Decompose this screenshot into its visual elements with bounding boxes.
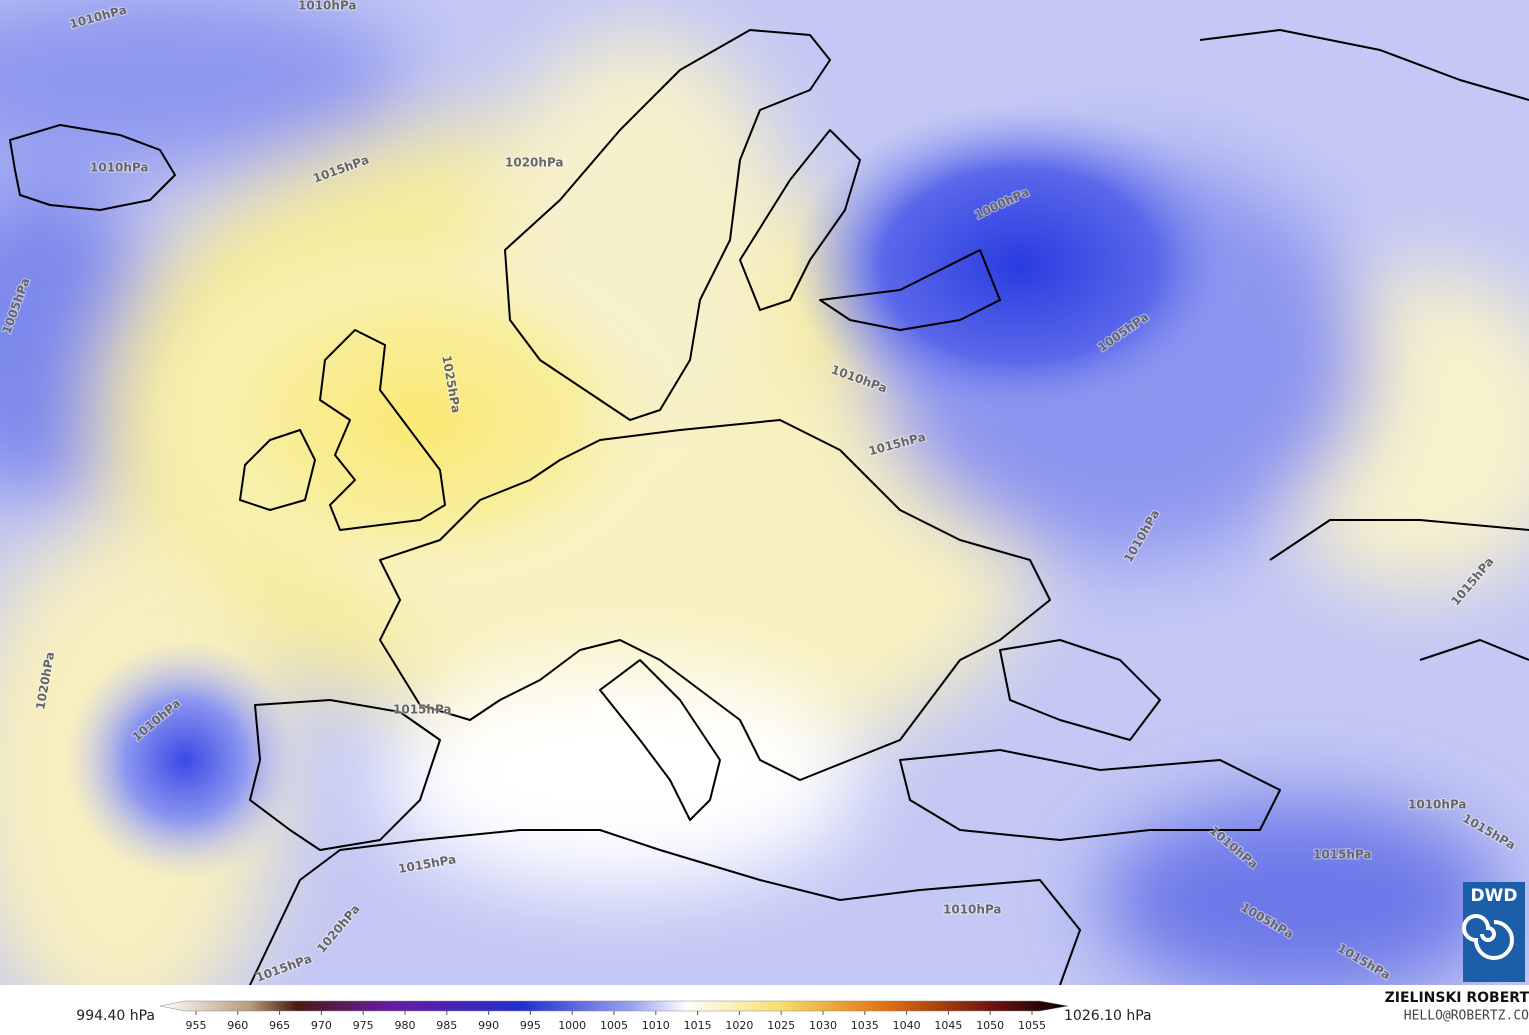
colorbar-tick-label: 1050: [976, 1019, 1004, 1032]
colorbar: [159, 1000, 1069, 1012]
colorbar-tick-label: 1045: [934, 1019, 962, 1032]
high-pressure: [140, 230, 700, 610]
isobar-label: 1010hPa: [298, 0, 357, 13]
colorbar-tick-label: 1000: [558, 1019, 586, 1032]
low-pressure: [790, 105, 1250, 425]
colorbar-tick-label: 995: [520, 1019, 541, 1032]
isobar-label: 1010hPa: [90, 161, 149, 175]
logo-text: DWD: [1471, 886, 1518, 906]
colorbar-ticks: 955 960 965 970 975 980 985 990 995 1000 1005 1010 1…: [186, 1011, 1046, 1032]
isobar-label: 1020hPa: [505, 156, 564, 170]
email: HELLO@ROBERTZ.CO: [1404, 1009, 1529, 1024]
colorbar-tick-label: 1015: [684, 1019, 712, 1032]
colorbar-tick-label: 980: [395, 1019, 416, 1032]
colorbar-tick-label: 975: [353, 1019, 374, 1032]
colorbar-tick-label: 960: [227, 1019, 248, 1032]
colorbar-tick-label: 970: [311, 1019, 332, 1032]
min-pressure: 994.40 hPa: [76, 1008, 155, 1024]
author: ZIELINSKI ROBERT: [1385, 990, 1529, 1006]
dwd-logo: DWD: [1462, 882, 1525, 982]
isobar-label: 1010hPa: [1408, 798, 1467, 812]
colorbar-tick-label: 1005: [600, 1019, 628, 1032]
colorbar-tick-label: 1025: [767, 1019, 795, 1032]
low-pressure: [65, 640, 305, 880]
colorbar-tick-label: 1030: [809, 1019, 837, 1032]
coastlines: [9, 29, 1529, 986]
colorbar-tick-label: 955: [186, 1019, 207, 1032]
logo-swirl: [1462, 914, 1514, 960]
colorbar-tick-label: 1035: [851, 1019, 879, 1032]
colorbar-tick-label: 1055: [1018, 1019, 1046, 1032]
max-pressure: 1026.10 hPa: [1064, 1008, 1152, 1024]
colorbar-tick-label: 990: [478, 1019, 499, 1032]
isobar-label: 1015hPa: [1313, 848, 1372, 862]
isobar-label: 1015hPa: [393, 703, 452, 717]
isobar-label: 1010hPa: [943, 903, 1002, 917]
colorbar-tick-label: 1010: [642, 1019, 670, 1032]
colorbar-tick-label: 1020: [725, 1019, 753, 1032]
colorbar-tick-label: 1040: [893, 1019, 921, 1032]
colorbar-tick-label: 985: [436, 1019, 457, 1032]
colorbar-tick-label: 965: [269, 1019, 290, 1032]
